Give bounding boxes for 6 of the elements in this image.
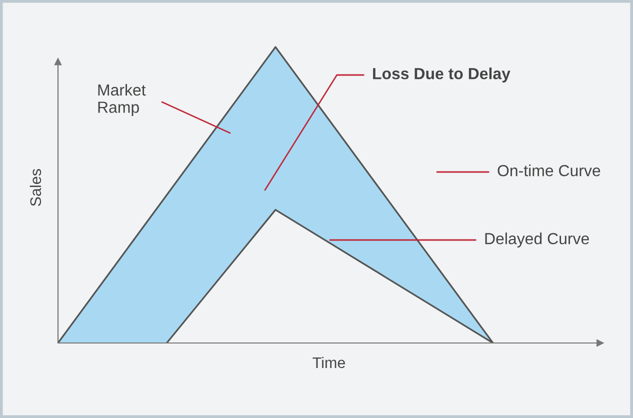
text: On-time Curve [498,164,600,176]
annotation: Market Ramp [98,84,146,116]
y-axis-title: Sales [30,169,42,206]
text: Delayed Curve [485,232,589,248]
x-axis-title: Time [312,356,346,368]
annotation: Loss Due to Delay [373,68,510,82]
